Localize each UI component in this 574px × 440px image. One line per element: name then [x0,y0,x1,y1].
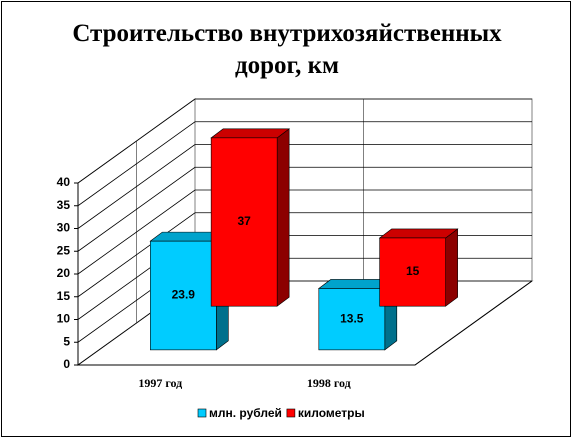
grid-line [77,189,532,275]
legend-swatch [197,408,207,418]
y-tick-label: 35 [57,198,71,212]
grid-line [77,98,532,184]
value-label: 15 [406,264,420,278]
x-tick-label: 1998 год [307,376,351,390]
legend-swatch [286,408,296,418]
value-label: 37 [237,214,251,228]
legend-label: километры [298,406,365,420]
grid-line [77,212,532,298]
bar-top [210,128,291,139]
y-tick-label: 40 [57,175,71,189]
bar [379,237,446,307]
grid-line [77,121,532,207]
bar [210,137,278,307]
y-tick-label: 5 [63,334,70,348]
y-tick-label: 30 [57,221,71,235]
x-axis [78,280,533,366]
y-tick-label: 25 [57,243,71,257]
y-tick-label: 10 [57,312,71,326]
bar-side [445,228,458,307]
bar-top [378,228,459,239]
y-tick-label: 15 [57,289,71,303]
grid-line [77,166,532,252]
y-tick-label: 20 [57,266,71,280]
bar [318,288,386,351]
value-label: 23.9 [172,288,196,302]
value-label: 13.5 [340,311,364,325]
bar [150,240,217,351]
bar-side [276,128,290,307]
y-tick-label: 0 [63,357,70,371]
legend-label: млн. рублей [209,406,282,420]
grid-line [77,144,532,229]
x-tick-label: 1997 год [138,376,182,390]
chart-title: Строительство внутрихозяйственных дорог,… [72,20,502,79]
